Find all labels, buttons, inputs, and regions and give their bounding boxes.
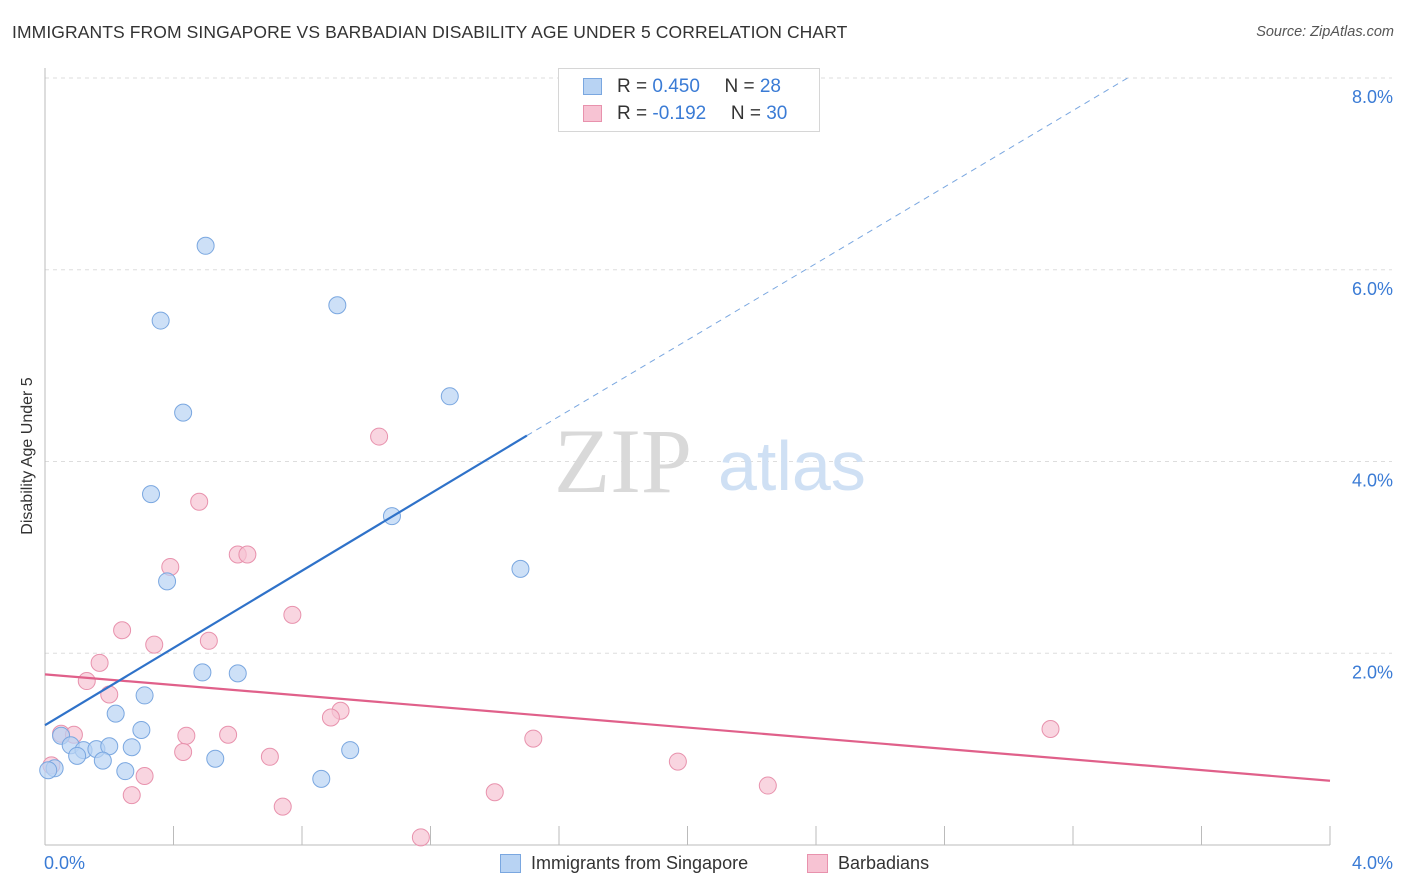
legend-label: Barbadians	[838, 853, 930, 873]
legend-n-label: N =	[730, 103, 767, 124]
singapore-point	[106, 704, 125, 723]
singapore-point	[341, 741, 360, 760]
singapore-point	[68, 746, 87, 765]
source-label: Source: ZipAtlas.com	[1256, 24, 1394, 40]
barbadians-point	[321, 708, 340, 727]
singapore-point	[228, 664, 247, 683]
barbadians-points	[42, 427, 1060, 847]
singapore-point	[328, 296, 347, 315]
singapore-point	[135, 686, 154, 705]
y-tick-label: 2.0%	[1352, 662, 1393, 682]
legend-label: Immigrants from Singapore	[531, 853, 749, 873]
barbadians-point	[758, 776, 777, 795]
barbadians-point	[668, 752, 687, 771]
barbadians-point	[238, 545, 257, 564]
barbadians-point	[122, 786, 141, 805]
y-tick-label: 8.0%	[1352, 87, 1393, 107]
watermark: ZIP atlas	[554, 410, 866, 512]
barbadians-point	[260, 747, 279, 766]
legend-n-value: 30	[766, 103, 788, 124]
singapore-points	[39, 236, 530, 788]
legend-n-value: 28	[759, 76, 781, 97]
correlation-legend: R = 0.450 N = 28 R = -0.192 N = 30	[558, 68, 820, 132]
barbadians-point	[135, 766, 154, 785]
barbadians-point	[1041, 719, 1060, 738]
barbadians-point	[411, 828, 430, 847]
singapore-trend-line	[44, 434, 528, 727]
barbadians-point	[283, 605, 302, 624]
singapore-point	[93, 751, 112, 770]
singapore-point	[39, 761, 58, 780]
watermark-zip: ZIP	[554, 410, 692, 512]
x-tick-label: 4.0%	[1352, 853, 1393, 873]
barbadians-point	[90, 653, 109, 672]
singapore-point	[174, 403, 193, 422]
legend-swatch-blue	[583, 78, 602, 95]
series-legend: Immigrants from Singapore Barbadians	[0, 850, 1406, 878]
legend-swatch-pink	[583, 105, 602, 122]
singapore-point	[132, 720, 151, 739]
singapore-point	[122, 738, 141, 757]
barbadians-point	[113, 621, 132, 640]
singapore-point	[206, 749, 225, 768]
singapore-point	[116, 762, 135, 781]
barbadians-point	[273, 797, 292, 816]
tick-labels: 2.0% 4.0% 6.0% 8.0% 0.0% 4.0%	[44, 87, 1393, 873]
legend-r-value: -0.192	[652, 103, 707, 124]
singapore-point	[193, 663, 212, 682]
barbadians-point	[190, 492, 209, 511]
barbadians-point	[219, 725, 238, 744]
legend-swatch-pink	[807, 854, 828, 873]
singapore-point	[196, 236, 215, 255]
singapore-point	[151, 311, 170, 330]
barbadians-point	[174, 743, 193, 762]
barbadians-point	[145, 635, 164, 654]
barbadians-point	[199, 631, 218, 650]
barbadians-point	[485, 783, 504, 802]
y-tick-label: 4.0%	[1352, 471, 1393, 491]
trend-lines	[44, 77, 1331, 782]
legend-swatch-blue	[500, 854, 521, 873]
legend-r-label: R =	[617, 103, 653, 124]
chart-title: IMMIGRANTS FROM SINGAPORE VS BARBADIAN D…	[12, 22, 848, 42]
barbadians-point	[370, 427, 389, 446]
singapore-point	[142, 485, 161, 504]
barbadians-trend-line	[44, 673, 1331, 782]
singapore-point	[158, 572, 177, 591]
barbadians-point	[100, 685, 119, 704]
barbadians-point	[77, 672, 96, 691]
legend-n-label: N =	[724, 76, 760, 97]
singapore-point	[440, 387, 459, 406]
barbadians-point	[524, 729, 543, 748]
x-tick-label: 0.0%	[44, 853, 85, 873]
legend-r-value: 0.450	[652, 76, 700, 97]
singapore-point	[312, 769, 331, 788]
singapore-point	[511, 559, 530, 578]
barbadians-point	[177, 726, 196, 745]
grid-layer	[45, 77, 1392, 654]
legend-r-label: R =	[617, 76, 653, 97]
axis-layer	[44, 68, 1331, 846]
y-tick-label: 6.0%	[1352, 279, 1393, 299]
watermark-atlas: atlas	[718, 427, 866, 505]
